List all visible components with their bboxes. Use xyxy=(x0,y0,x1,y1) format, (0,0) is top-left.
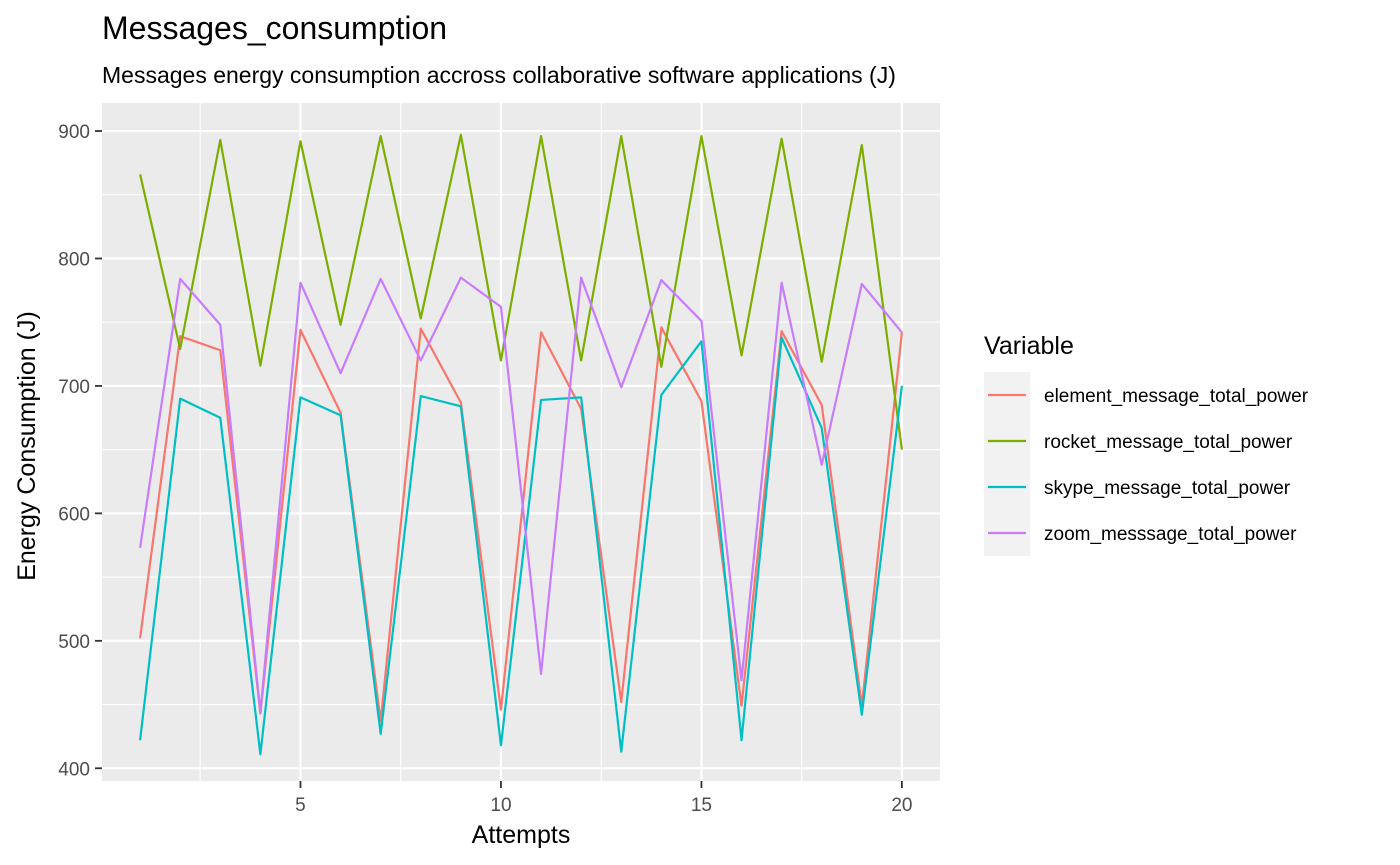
y-tick-label-3: 700 xyxy=(58,377,90,398)
y-axis-title: Energy Consumption (J) xyxy=(13,311,41,581)
x-tick-label-1: 10 xyxy=(490,795,511,816)
chart-title: Messages_consumption xyxy=(102,10,447,46)
y-tick-label-4: 800 xyxy=(58,249,90,270)
y-tick-label-2: 600 xyxy=(58,504,90,525)
y-tick-label-1: 500 xyxy=(58,632,90,653)
series-line-rocket-message-total-power xyxy=(139,133,904,450)
series-line-zoom-messsage-total-power xyxy=(139,276,903,714)
chart-subtitle: Messages energy consumption accross coll… xyxy=(102,62,896,88)
plot-panel xyxy=(102,103,940,781)
legend-label-2: skype_message_total_power xyxy=(1044,478,1291,499)
legend-label-3: zoom_messsage_total_power xyxy=(1044,524,1297,545)
legend-title: Variable xyxy=(984,332,1074,360)
y-tick-label-0: 400 xyxy=(58,759,90,780)
legend-label-1: rocket_message_total_power xyxy=(1044,432,1293,453)
x-axis-ticks: 5 10 15 20 xyxy=(295,781,912,816)
legend-label-0: element_message_total_power xyxy=(1044,386,1309,407)
x-tick-label-3: 20 xyxy=(891,795,912,816)
x-tick-label-2: 15 xyxy=(691,795,712,816)
x-axis-title: Attempts xyxy=(472,821,571,849)
series-line-skype-message-total-power xyxy=(138,336,904,756)
y-tick-label-5: 900 xyxy=(58,122,90,143)
x-tick-label-0: 5 xyxy=(295,795,306,816)
legend: Variable element_message_total_powerrock… xyxy=(984,332,1309,556)
series-lines xyxy=(138,133,904,756)
y-axis-ticks: 400 500 600 700 800 900 xyxy=(58,122,102,780)
